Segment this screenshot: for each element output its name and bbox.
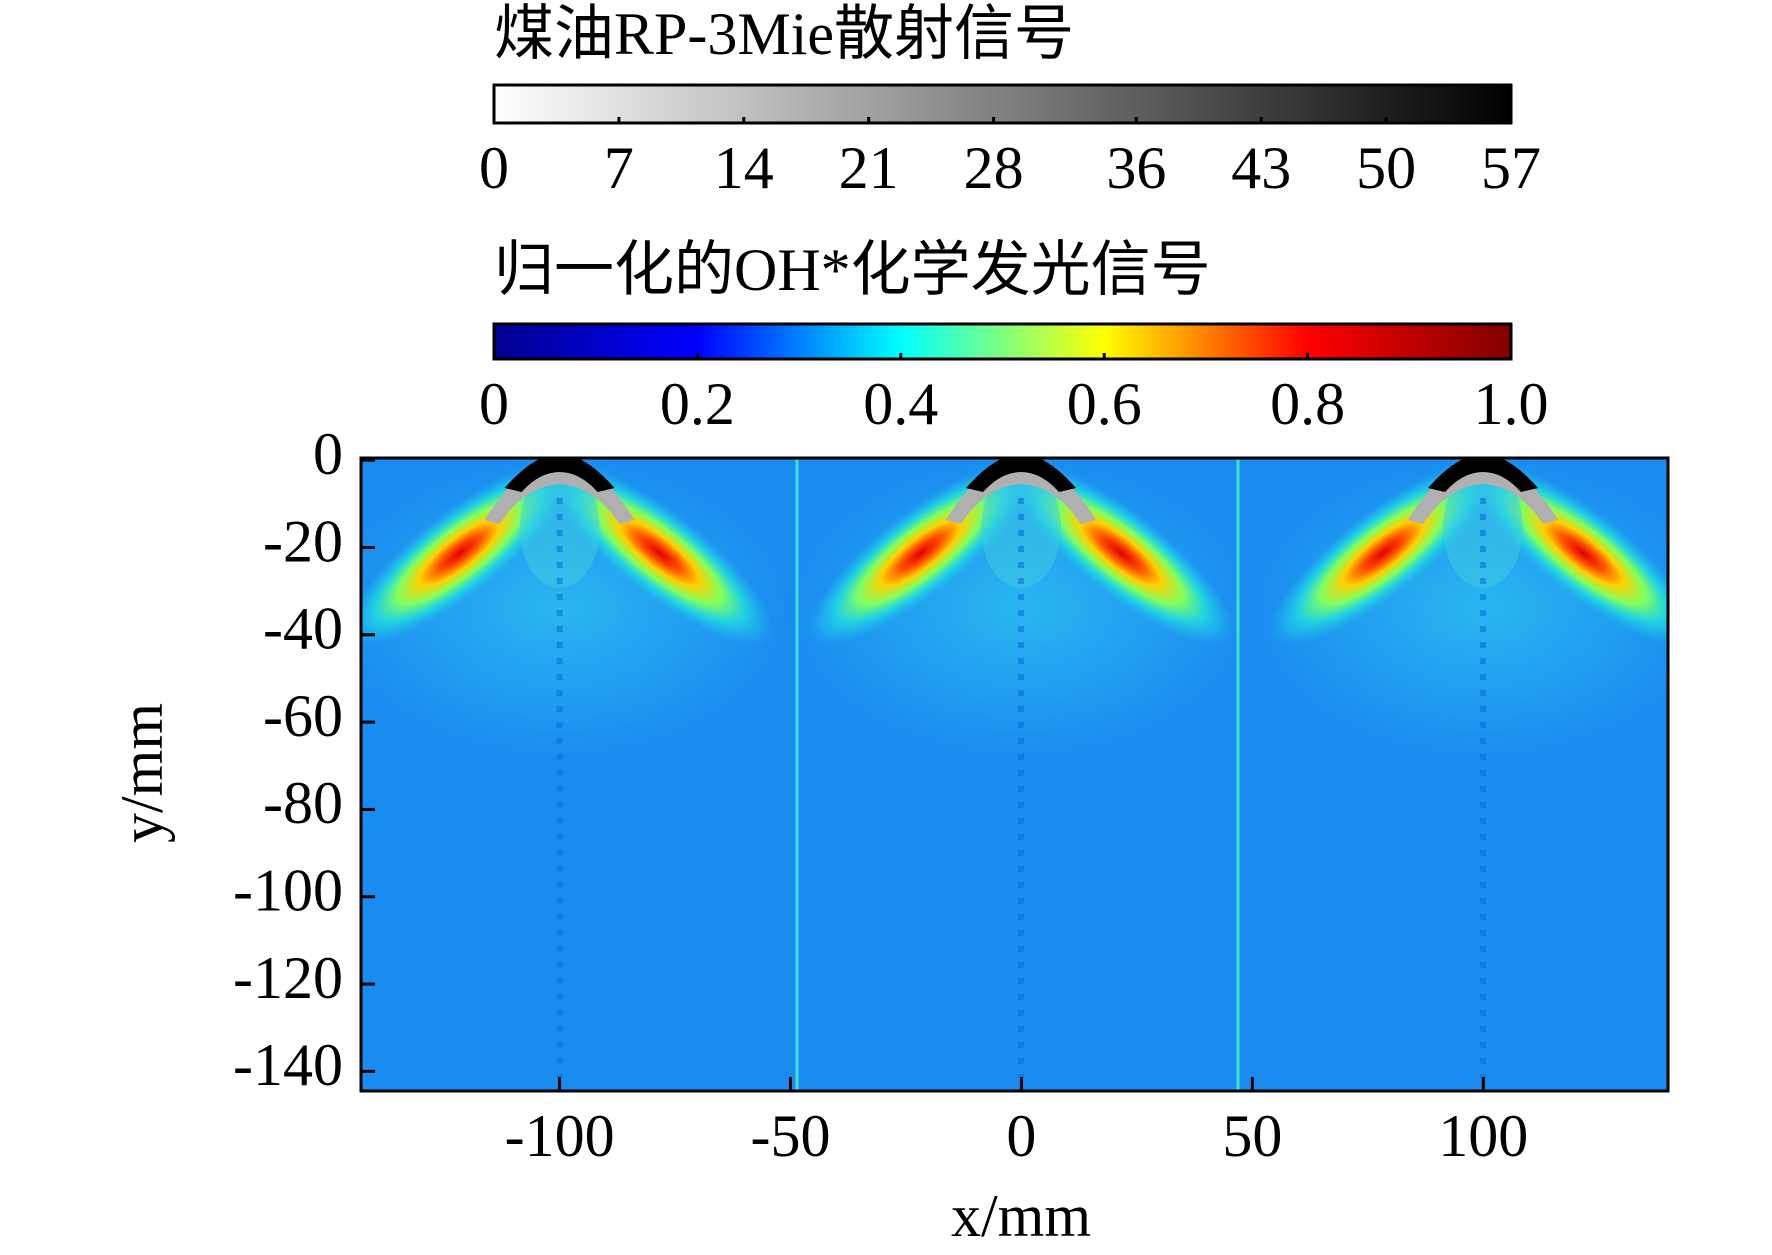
colorbar-title: 煤油RP-3Mie散射信号 xyxy=(494,1,1074,67)
heatmap-image xyxy=(361,458,1668,1091)
colorbar-tick-label: 50 xyxy=(1356,135,1416,201)
x-axis-label: x/mm xyxy=(951,1183,1091,1249)
colorbar xyxy=(492,83,1513,125)
y-tick-label: -140 xyxy=(233,1032,343,1098)
x-tick-label: -50 xyxy=(751,1103,831,1169)
colorbar-tick-label: 0.8 xyxy=(1270,371,1345,437)
x-tick-label: 100 xyxy=(1438,1103,1528,1169)
colorbar-tick-label: 7 xyxy=(604,135,634,201)
colorbar-tick-label: 21 xyxy=(839,135,899,201)
colorbar-tick-label: 0 xyxy=(479,371,509,437)
plot-frame xyxy=(359,456,1670,1093)
y-axis-label: y/mm xyxy=(109,703,175,843)
colorbar-tick-label: 57 xyxy=(1481,135,1541,201)
colorbar-tick-label: 14 xyxy=(714,135,774,201)
y-tick-label: -40 xyxy=(263,596,343,662)
y-tick-label: 0 xyxy=(313,421,343,487)
colorbar-tick-label: 43 xyxy=(1231,135,1291,201)
colorbar-tick-label: 28 xyxy=(964,135,1024,201)
y-tick-label: -20 xyxy=(263,508,343,574)
x-tick-label: -100 xyxy=(505,1103,615,1169)
colorbar-tick-label: 0.6 xyxy=(1067,371,1142,437)
colorbar-title: 归一化的OH*化学发光信号 xyxy=(494,237,1211,303)
colorbar-tick-label: 0.2 xyxy=(660,371,735,437)
x-tick-label: 50 xyxy=(1222,1103,1282,1169)
y-tick-label: -120 xyxy=(233,945,343,1011)
colorbar-tick-label: 0.4 xyxy=(863,371,938,437)
colorbar-tick-label: 36 xyxy=(1106,135,1166,201)
colorbar-tick-label: 1.0 xyxy=(1474,371,1549,437)
y-tick-label: -100 xyxy=(233,858,343,924)
y-tick-label: -60 xyxy=(263,683,343,749)
y-tick-label: -80 xyxy=(263,770,343,836)
x-tick-label: 0 xyxy=(1006,1103,1036,1169)
colorbar xyxy=(492,322,1513,361)
colorbar-tick-label: 0 xyxy=(479,135,509,201)
